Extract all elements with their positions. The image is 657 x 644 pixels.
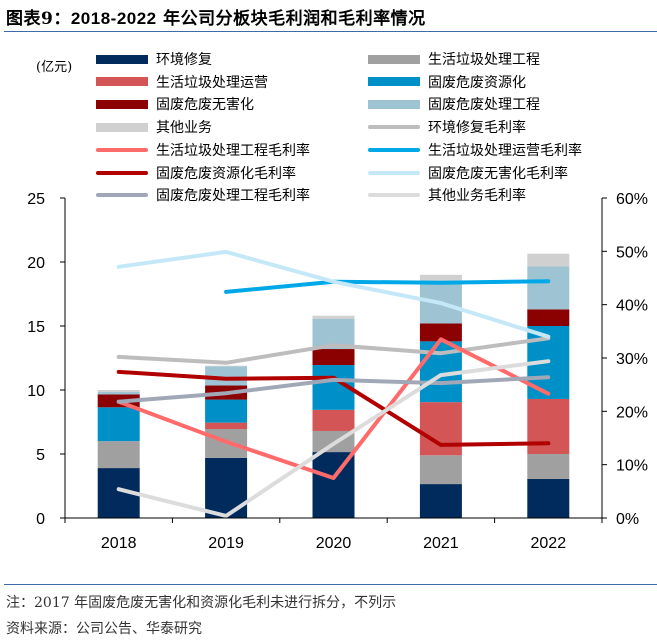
legend-label: 固废危废资源化毛利率 <box>156 165 296 182</box>
legend-label: 生活垃圾处理运营 <box>156 74 268 91</box>
bar-2022-series-6 <box>527 253 570 267</box>
x-tick-label: 2021 <box>423 535 459 552</box>
y-tick-label-right: 40% <box>616 298 648 315</box>
bar-2018-series-1 <box>97 441 140 469</box>
legend-label: 生活垃圾处理运营毛利率 <box>428 142 582 159</box>
legend-swatch-box <box>368 77 420 87</box>
legend-swatch-box <box>368 99 420 109</box>
bar-2019-series-6 <box>205 365 248 367</box>
footer-divider <box>4 584 657 585</box>
legend-swatch-box <box>96 77 148 87</box>
y-tick-label-right: 50% <box>616 244 648 261</box>
legend-swatch-line <box>368 147 420 152</box>
x-tick-label: 2020 <box>316 535 352 552</box>
legend-swatch-line <box>96 170 148 175</box>
y-tick-label-left: 25 <box>27 191 45 208</box>
title-divider <box>4 31 657 32</box>
legend-swatch-line <box>368 125 420 130</box>
bar-2019-series-5 <box>205 366 248 386</box>
bar-2021-series-4 <box>419 323 462 342</box>
legend-label: 环境修复毛利率 <box>428 120 526 137</box>
bar-2022-series-0 <box>527 478 570 518</box>
legend-item: 固废危废处理工程毛利率 <box>96 184 310 206</box>
legend-swatch-box <box>96 54 148 64</box>
y-tick-label-left: 10 <box>27 383 45 400</box>
legend-item: 固废危废无害化 <box>96 93 254 115</box>
legend-label: 固废危废处理工程毛利率 <box>156 188 310 205</box>
bar-2022-series-2 <box>527 398 570 454</box>
bar-2022-series-1 <box>527 454 570 479</box>
bar-2021-series-2 <box>419 402 462 456</box>
x-tick-label: 2019 <box>208 535 244 552</box>
legend-item: 环境修复毛利率 <box>368 116 526 138</box>
legend-label: 其他业务 <box>156 120 212 137</box>
legend-swatch-box <box>96 122 148 132</box>
y-tick-label-right: 60% <box>616 191 648 208</box>
y-tick-label-left: 20 <box>27 255 45 272</box>
y-tick-label-right: 20% <box>616 404 648 421</box>
bar-2018-series-3 <box>97 407 140 442</box>
legend-item: 生活垃圾处理工程毛利率 <box>96 139 310 161</box>
y-tick-label-right: 0% <box>616 511 639 528</box>
legend-label: 固废危废无害化 <box>156 97 254 114</box>
bar-2022-series-4 <box>527 309 570 326</box>
bar-2022-series-5 <box>527 266 570 310</box>
y-tick-label-right: 30% <box>616 351 648 368</box>
bar-2021-series-6 <box>419 274 462 281</box>
line-series-2 <box>224 279 551 294</box>
bar-2021-series-0 <box>419 484 462 518</box>
bar-2019-series-2 <box>205 422 248 430</box>
legend-label: 环境修复 <box>156 52 212 68</box>
source-note: 资料来源：公司公告、华泰研究 <box>6 621 202 637</box>
legend-swatch-box <box>368 54 420 64</box>
legend-swatch-line <box>96 193 148 198</box>
legend-item: 固废危废无害化毛利率 <box>368 162 568 184</box>
figure-title: 图表9：2018-2022 年公司分板块毛利润和毛利率情况 <box>6 4 426 29</box>
legend-item: 其他业务 <box>96 116 212 138</box>
figure-title-years: 2018-2022 <box>70 9 157 28</box>
legend-label: 其他业务毛利率 <box>428 188 526 205</box>
figure-title-prefix: 图表9： <box>6 9 71 29</box>
x-tick-label: 2022 <box>531 535 567 552</box>
legend-item: 固废危废资源化 <box>368 71 526 93</box>
bar-2020-series-6 <box>312 315 355 319</box>
legend-label: 固废危废资源化 <box>428 74 526 91</box>
legend-item: 固废危废处理工程 <box>368 93 540 115</box>
y-tick-label-left: 15 <box>27 319 45 336</box>
legend-item: 环境修复 <box>96 48 212 70</box>
bar-2018-series-6 <box>97 390 140 392</box>
bar-2020-series-2 <box>312 409 355 431</box>
legend-item: 生活垃圾处理运营 <box>96 71 268 93</box>
legend-swatch-line <box>368 170 420 175</box>
bar-2019-series-0 <box>205 457 248 518</box>
legend-swatch-box <box>96 99 148 109</box>
legend-label: 生活垃圾处理工程 <box>428 52 540 68</box>
y-tick-label-left: 0 <box>36 511 45 528</box>
bar-2020-series-4 <box>312 349 355 366</box>
bar-2018-series-5 <box>97 391 140 395</box>
legend-label: 固废危废无害化毛利率 <box>428 165 568 182</box>
legend-item: 其他业务毛利率 <box>368 184 526 206</box>
legend-item: 生活垃圾处理工程 <box>368 48 540 70</box>
y-tick-label-right: 10% <box>616 458 648 475</box>
legend-item: 固废危废资源化毛利率 <box>96 162 296 184</box>
legend-label: 生活垃圾处理工程毛利率 <box>156 142 310 159</box>
legend-swatch-line <box>368 193 420 198</box>
y-tick-label-left: 5 <box>36 447 45 464</box>
figure-title-rest: 年公司分板块毛利润和毛利率情况 <box>156 9 426 29</box>
legend-item: 生活垃圾处理运营毛利率 <box>368 139 582 161</box>
y-axis-unit-label: (亿元) <box>36 60 73 75</box>
bar-2021-series-1 <box>419 455 462 485</box>
footnote: 注：2017 年固废危废无害化和资源化毛利未进行拆分，不列示 <box>6 595 397 611</box>
bar-2019-series-3 <box>205 399 248 423</box>
x-tick-label: 2018 <box>101 535 137 552</box>
legend-swatch-line <box>96 147 148 152</box>
legend-label: 固废危废处理工程 <box>428 97 540 114</box>
